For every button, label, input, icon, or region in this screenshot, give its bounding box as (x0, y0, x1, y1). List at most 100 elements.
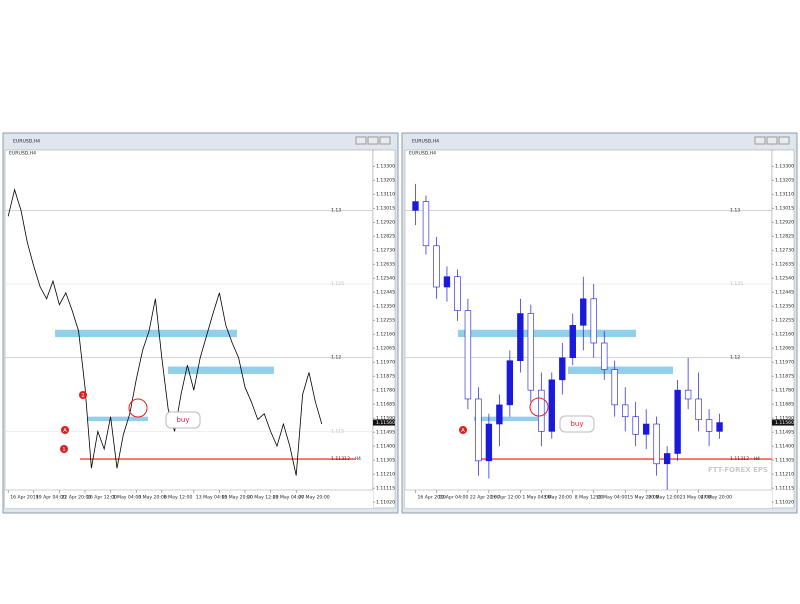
callout-text: buy (570, 420, 583, 428)
supply-demand-zone (88, 416, 148, 422)
marker (61, 426, 69, 434)
y-tick-label: 1.11115 (376, 486, 395, 492)
y-tick-label: 1.12065 (775, 346, 794, 352)
y-tick-label: 1.11590 (376, 416, 395, 422)
y-tick-label: 1.11210 (376, 472, 395, 478)
window-title: EURUSD,H4 (412, 139, 439, 145)
x-tick-label: 16 Apr 2019 (10, 495, 38, 501)
time-scale (405, 490, 772, 508)
y-tick-label: 1.11305 (376, 458, 395, 464)
price-level-label: 1.13 (730, 207, 740, 213)
candle-body (684, 389, 692, 400)
y-tick-label: 1.13205 (775, 178, 794, 184)
y-tick-label: 1.11305 (775, 458, 794, 464)
y-tick-label: 1.12540 (376, 276, 395, 282)
candle-body (538, 389, 545, 432)
y-tick-label: 1.11495 (376, 430, 395, 436)
candle-body (454, 276, 461, 311)
y-tick-label: 1.12920 (775, 220, 794, 226)
highlight-circle (529, 397, 549, 417)
price-line (7, 188, 323, 476)
y-tick-label: 1.13300 (775, 164, 794, 170)
y-tick-label: 1.12635 (775, 262, 794, 268)
candle-body (433, 245, 440, 288)
candle-body (569, 325, 576, 359)
window-title: EURUSD,H4 (13, 139, 40, 145)
y-tick-label: 1.11875 (775, 374, 794, 380)
candle-body (412, 201, 419, 211)
highlight-circle (128, 398, 148, 418)
candle-body (590, 298, 597, 344)
x-tick-label: 26 Apr 12:00 (87, 495, 117, 501)
y-tick-label: 1.12730 (775, 248, 794, 254)
y-tick-label: 1.11400 (775, 444, 794, 450)
price-level-label: 1.11312 - H4 (730, 456, 760, 462)
y-tick-label: 1.11495 (775, 430, 794, 436)
symbol-label: EURUSD,H4 (9, 151, 36, 157)
callout-text: buy (176, 416, 189, 424)
x-tick-label: 13 May 04:00 (196, 495, 228, 501)
symbol-label: EURUSD,H4 (409, 151, 436, 157)
price-level-label: 1.11312 - H4 (331, 456, 361, 462)
candle-body (601, 342, 608, 370)
y-tick-label: 1.11970 (775, 360, 794, 366)
candle-body (548, 379, 555, 432)
x-tick-label: 27 May 20:00 (701, 495, 733, 501)
marker (459, 426, 467, 434)
y-tick-label: 1.13015 (775, 206, 794, 212)
supply-demand-zone (568, 366, 673, 374)
y-tick-label: 1.11685 (775, 402, 794, 408)
candle-body (527, 313, 535, 391)
x-tick-label: 15 May 20:00 (221, 495, 253, 501)
candle-body (716, 422, 723, 432)
window-buttons[interactable] (355, 136, 790, 145)
plot-area (4, 149, 374, 509)
candle-body (632, 416, 639, 435)
y-tick-label: 1.11970 (376, 360, 395, 366)
price-level-label: 1.125 (730, 281, 743, 287)
y-tick-label: 1.13110 (376, 192, 395, 198)
watermark: FTT-FOREX EPS (708, 466, 768, 474)
candle-body (611, 369, 618, 406)
x-tick-label: 19 Apr 04:00 (36, 495, 66, 501)
candle-body (496, 404, 503, 425)
price-level-label: 1.13 (331, 207, 341, 213)
current-price-tag (772, 419, 794, 426)
y-tick-label: 1.11020 (376, 500, 395, 506)
x-tick-label: 20 May 12:00 (247, 495, 279, 501)
candle-body (517, 313, 524, 361)
marker-label: 2 (81, 393, 84, 399)
y-tick-label: 1.11685 (376, 402, 395, 408)
y-tick-label: 1.11780 (376, 388, 395, 394)
candle-body (443, 276, 451, 288)
price-level-label: 1.115 (331, 428, 344, 434)
plot-area (404, 149, 773, 509)
y-tick-label: 1.12635 (376, 262, 395, 268)
x-tick-label: 26 Apr 12:00 (491, 495, 521, 501)
price-scale (372, 149, 396, 509)
candle-body (622, 404, 629, 417)
y-tick-label: 1.12445 (775, 290, 794, 296)
supply-demand-zone (168, 366, 274, 374)
price-scale (771, 149, 795, 509)
y-tick-label: 1.12255 (775, 318, 794, 324)
x-tick-label: 8 May 12:00 (575, 495, 604, 501)
marker (79, 391, 87, 399)
x-tick-label: 23 May 04:00 (680, 495, 712, 501)
x-tick-label: 22 Apr 20:00 (61, 495, 91, 501)
price-level-label: 1.12 (331, 355, 341, 361)
x-tick-label: 1 May 04:00 (113, 495, 142, 501)
x-tick-label: 3 May 20:00 (543, 495, 572, 501)
marker-label: A (461, 428, 465, 434)
y-tick-label: 1.11780 (775, 388, 794, 394)
x-tick-label: 20 May 12:00 (648, 495, 680, 501)
current-price-tag (373, 419, 395, 426)
x-tick-label: 13 May 04:00 (596, 495, 628, 501)
y-tick-label: 1.12350 (376, 304, 395, 310)
y-tick-label: 1.12065 (376, 346, 395, 352)
candle-body (485, 423, 493, 462)
y-tick-label: 1.12825 (775, 234, 794, 240)
x-tick-label: 27 May 20:00 (298, 495, 330, 501)
marker-label: A (63, 428, 67, 434)
